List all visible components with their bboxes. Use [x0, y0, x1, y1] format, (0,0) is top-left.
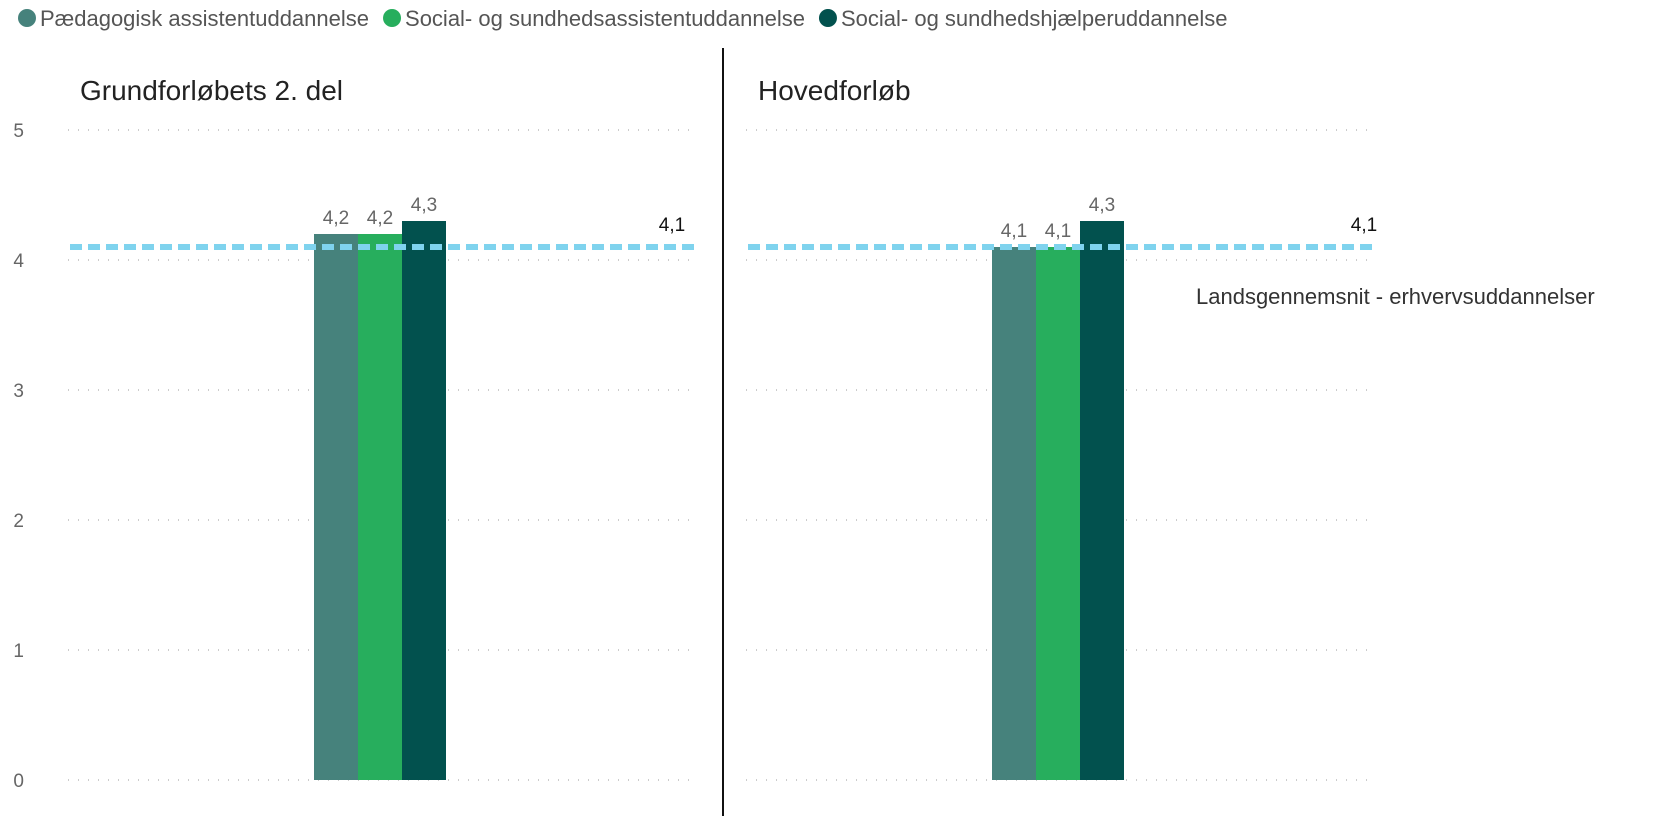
legend-swatch-2 [383, 9, 402, 27]
data-label-2-2: 4,1 [1045, 221, 1071, 242]
panel-2: Hovedforløb 4,1 4,1 4,3 4,1 [746, 75, 1378, 781]
legend: Pædagogisk assistentuddannelse Social- og… [18, 6, 1227, 31]
bar-2-3 [1080, 221, 1124, 780]
legend-swatch-3 [818, 9, 837, 27]
data-label-1-1: 4,2 [323, 208, 349, 229]
legend-items: Pædagogisk assistentuddannelse Social- og… [18, 6, 1227, 31]
bar-1-1 [314, 234, 358, 780]
legend-entry-2: Social- og sundhedsassistentuddannelse [405, 6, 805, 31]
y-tick-label-3: 3 [13, 381, 24, 402]
y-tick-label-5: 5 [13, 121, 24, 142]
y-tick-label-1: 1 [13, 641, 24, 662]
bar-2-2 [1036, 247, 1080, 780]
reference-line-label: Landsgennemsnit - erhvervsuddannelser [1196, 284, 1595, 309]
panel-1: Grundforløbets 2. del 4,2 4,2 4,3 4,1 [68, 75, 700, 781]
bar-1-3 [402, 221, 446, 780]
legend-entry-1: Pædagogisk assistentuddannelse [40, 6, 369, 31]
data-label-2-1: 4,1 [1001, 221, 1027, 242]
legend-entry-3: Social- og sundhedshjælperuddannelse [841, 6, 1228, 31]
data-label-1-2: 4,2 [367, 208, 393, 229]
bar-2-1 [992, 247, 1036, 780]
panel-title-2: Hovedforløb [758, 75, 911, 106]
y-tick-label-2: 2 [13, 511, 24, 532]
y-tick-label-4: 4 [13, 251, 24, 272]
data-label-2-3: 4,3 [1089, 195, 1115, 216]
reference-value-label-1: 4,1 [659, 215, 685, 236]
data-label-1-3: 4,3 [411, 195, 437, 216]
bar-1-2 [358, 234, 402, 780]
y-axis: 0 1 2 3 4 5 [13, 121, 24, 792]
panel-title-1: Grundforløbets 2. del [80, 75, 343, 106]
y-tick-label-0: 0 [13, 771, 24, 792]
legend-swatch-1 [18, 9, 36, 27]
reference-value-label-2: 4,1 [1351, 215, 1377, 236]
